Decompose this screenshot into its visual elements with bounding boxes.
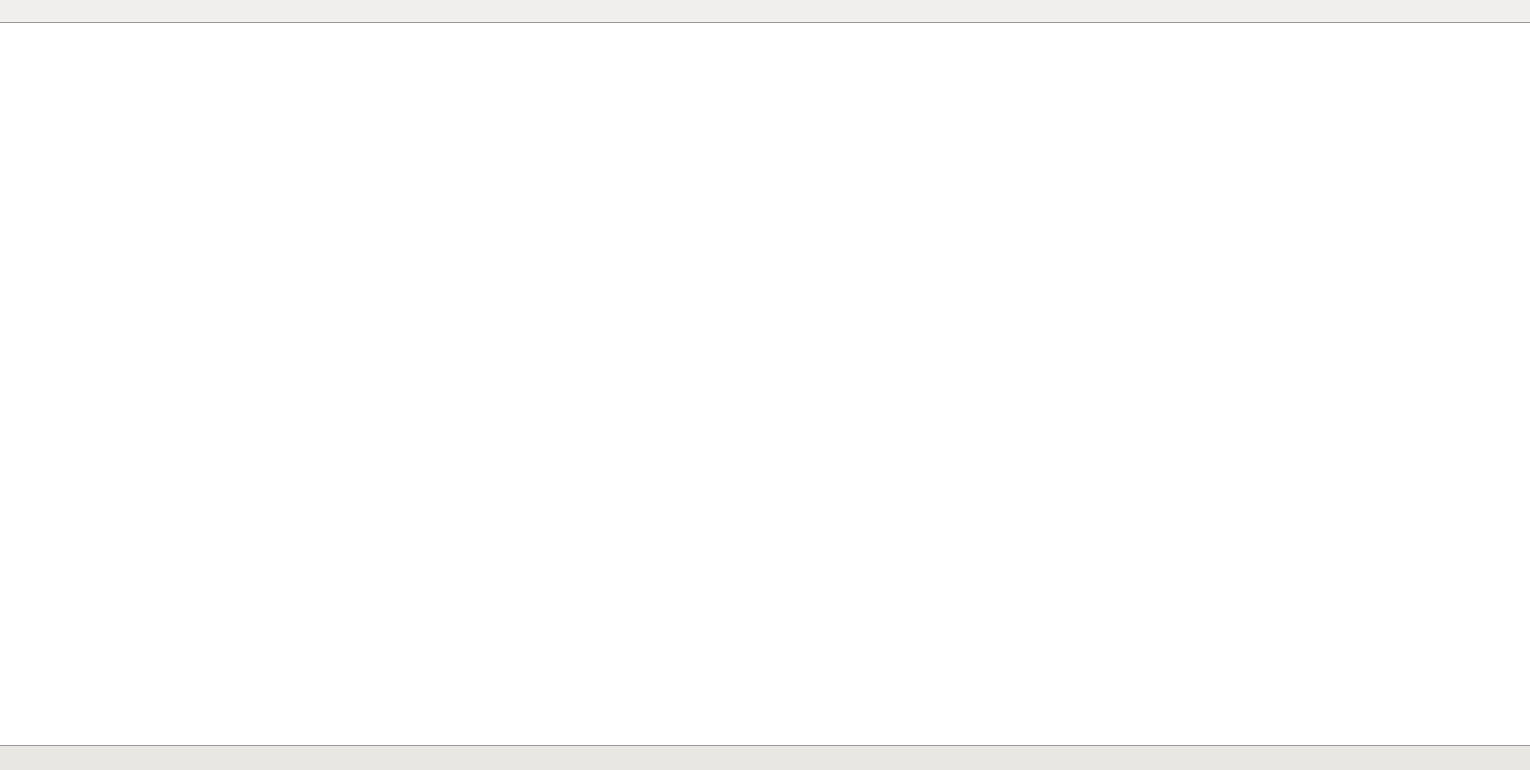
timeframe-toolbar: [0, 0, 1530, 23]
macd-indicator-label: [9, 632, 24, 644]
chart-title: [9, 31, 33, 45]
chart-tabs-bar: [0, 745, 1530, 770]
rsi-indicator-label: [9, 535, 19, 547]
